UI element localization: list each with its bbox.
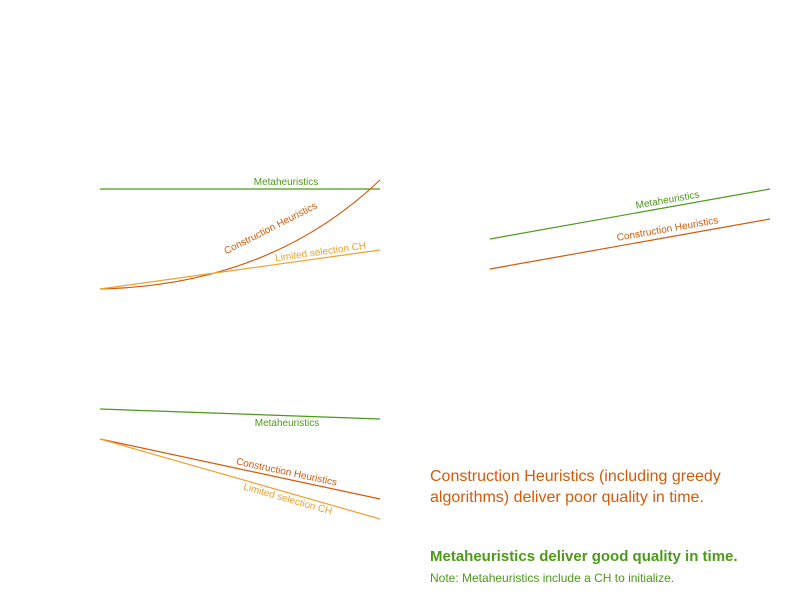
diagram-3-construction-line (99, 438, 381, 500)
metaheuristics-note-subtitle: Note: Metaheuristics include a CH to ini… (430, 571, 675, 585)
diagram-2-construction-line (489, 218, 771, 270)
diagram-1: Metaheuristics Construction Heuristics L… (99, 177, 381, 290)
diagram-1-limited-line (99, 249, 381, 290)
diagram-2: Metaheuristics Construction Heuristics (489, 188, 771, 270)
diagram-1-construction-curve (99, 179, 381, 290)
metaheuristics-note-title: Metaheuristics deliver good quality in t… (430, 548, 738, 565)
diagram-3-metaheuristics-label: Metaheuristics (255, 418, 319, 429)
diagram-3-limited-label: Limited selection CH (242, 482, 333, 518)
diagram-3: Metaheuristics Construction Heuristics L… (99, 408, 381, 520)
construction-heuristics-note: Construction Heuristics (including greed… (430, 468, 721, 506)
diagram-2-metaheuristics-line (489, 188, 771, 240)
diagram-1-limited-label: Limited selection CH (274, 241, 366, 265)
diagram-2-metaheuristics-label: Metaheuristics (635, 190, 700, 212)
diagram-2-construction-label: Construction Heuristics (616, 215, 719, 244)
diagram-1-metaheuristics-label: Metaheuristics (254, 177, 318, 188)
diagram-3-metaheuristics-line (99, 408, 381, 420)
diagram-3-limited-line (99, 438, 381, 520)
